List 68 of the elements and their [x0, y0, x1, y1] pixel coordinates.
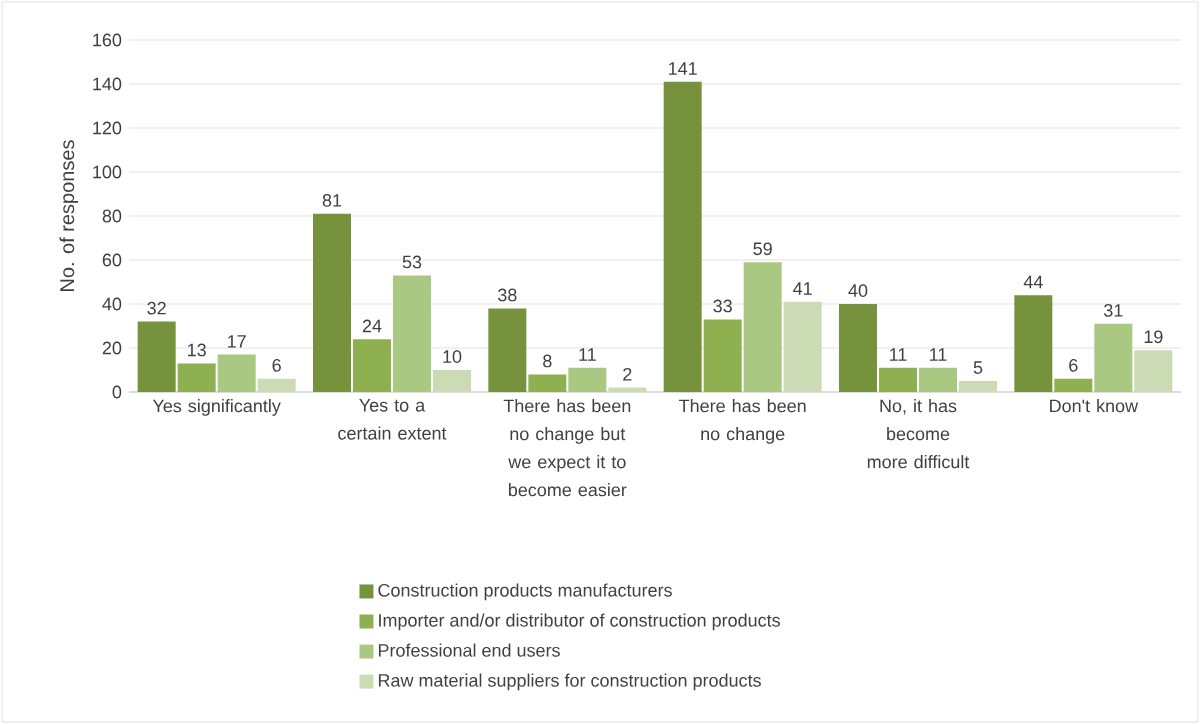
bar [137, 321, 176, 392]
bar [959, 381, 997, 392]
bar [1094, 323, 1133, 392]
legend-label: Raw material suppliers for construction products [378, 673, 761, 691]
x-tick-label: Yes significantly [152, 399, 281, 416]
bar [488, 308, 527, 392]
x-tick-label: Don't know [1050, 399, 1139, 413]
bar [839, 304, 877, 392]
legend-label: Importer and/or distributor of construction products [379, 613, 780, 631]
data-label: 6 [1069, 358, 1078, 372]
y-tick-label: 120 [93, 121, 122, 135]
bar [353, 339, 391, 392]
data-label: 40 [848, 284, 868, 297]
bar [177, 363, 216, 392]
data-label: 41 [793, 282, 812, 295]
data-label: 38 [498, 288, 517, 302]
data-label: 6 [272, 358, 281, 372]
data-label: 31 [1104, 303, 1123, 317]
y-tick-label: 140 [93, 77, 122, 91]
data-label: 44 [1023, 275, 1043, 289]
data-label: 11 [579, 348, 596, 361]
x-tick-label: Yes to a certain extent [338, 399, 447, 440]
data-label: 24 [362, 319, 382, 333]
data-label: 17 [228, 335, 246, 348]
y-tick-label: 40 [102, 297, 122, 311]
data-label: 2 [623, 367, 632, 381]
x-tick-label: There has been no change but we expect it to become easier [503, 399, 631, 497]
y-tick-label: 20 [102, 341, 122, 355]
y-axis-title: No. of responses [59, 140, 79, 291]
data-label: 81 [322, 193, 342, 207]
bar [1014, 295, 1053, 392]
bar [879, 367, 917, 392]
bar [703, 319, 742, 392]
legend-label: Construction products manufacturers [378, 583, 672, 601]
data-label: 13 [188, 343, 206, 357]
y-tick-label: 80 [102, 209, 122, 223]
data-label: 141 [669, 62, 697, 75]
y-tick-label: 60 [102, 253, 122, 267]
data-label: 59 [753, 242, 772, 256]
data-label: 8 [543, 354, 552, 368]
data-label: 32 [147, 301, 166, 315]
bar [1134, 350, 1173, 392]
data-label: 5 [973, 361, 983, 374]
y-tick-label: 160 [93, 33, 122, 47]
bar [919, 367, 957, 392]
data-label: 53 [402, 255, 422, 269]
bar [743, 262, 782, 392]
bar [257, 378, 296, 392]
bar [783, 301, 822, 392]
bar [393, 275, 431, 392]
data-label: 33 [713, 299, 732, 313]
bar [1054, 378, 1093, 392]
x-tick-label: There has been no change [679, 399, 806, 444]
x-tick-label: No, it has become more difficult [867, 399, 970, 469]
y-tick-label: 0 [112, 385, 122, 399]
data-label: 10 [443, 350, 462, 363]
data-label: 11 [930, 348, 947, 361]
bar [528, 374, 567, 392]
bar [608, 387, 647, 392]
legend-label: Professional end users [378, 643, 560, 657]
data-label: 11 [890, 348, 907, 361]
bar [663, 81, 702, 392]
bar [217, 354, 256, 392]
bar [568, 367, 607, 392]
bar [433, 370, 471, 392]
bar [313, 213, 351, 392]
y-tick-label: 100 [93, 165, 122, 179]
data-label: 19 [1144, 330, 1163, 344]
